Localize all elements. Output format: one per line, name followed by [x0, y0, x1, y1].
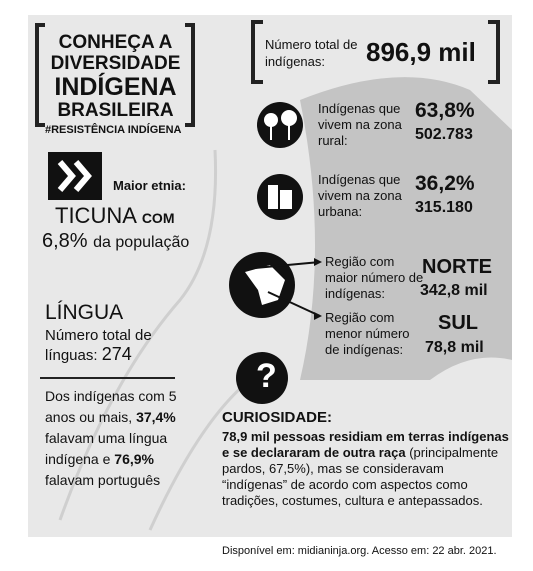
language-text: Dos indígenas com 5 anos ou mais, 37,4% …	[45, 386, 185, 491]
title-line: CONHEÇA A	[58, 32, 173, 53]
text: falavam português	[45, 472, 161, 488]
share-text: da população	[93, 234, 190, 251]
urban-label: Indígenas que vivem na zona urbana:	[318, 172, 402, 219]
count-line: línguas: 274	[45, 345, 152, 365]
title-line: INDÍGENA	[54, 73, 177, 101]
text: Dos indígenas com 5 anos ou mais,	[45, 388, 177, 425]
pct: 76,9%	[114, 451, 154, 467]
share-line: 6,8% da população	[42, 230, 189, 253]
count-label: Número total de	[45, 327, 152, 344]
text: (principalmente pardos, 67,5%), mas se c…	[222, 445, 499, 508]
region-max-name: NORTE	[422, 256, 492, 278]
source: Disponível em: midianinja.org. Acesso em…	[222, 545, 497, 557]
curiosity-heading: CURIOSIDADE:	[222, 409, 333, 426]
total-value: 896,9 mil	[366, 37, 476, 67]
urban-count: 315.180	[415, 199, 473, 216]
title-line: DIVERSIDADE	[50, 53, 181, 74]
title-line: BRASILEIRA	[57, 100, 174, 121]
question-icon: ?	[256, 357, 277, 395]
pct: 37,4%	[136, 409, 176, 425]
language-heading: LÍNGUA	[45, 301, 124, 324]
bold-text: 78,9 mil pessoas residiam em terras indí…	[222, 429, 509, 460]
region-min-name: SUL	[438, 312, 478, 334]
region-min-value: 78,8 mil	[425, 339, 484, 356]
region-max-label: Região com maior número de indígenas:	[325, 254, 424, 301]
count: 274	[101, 344, 132, 364]
ethnicity-label: Maior etnia:	[113, 178, 186, 193]
rural-label: Indígenas que vivem na zona rural:	[318, 101, 402, 148]
count-label: línguas:	[45, 347, 98, 364]
rural-pct: 63,8%	[415, 99, 475, 122]
rural-count: 502.783	[415, 126, 473, 143]
curiosity-text: 78,9 mil pessoas residiam em terras indí…	[222, 429, 512, 509]
share: 6,8%	[42, 230, 88, 252]
ethnicity-name: TICUNA	[55, 203, 136, 228]
ethnicity-line: TICUNA COM	[55, 203, 174, 229]
urban-pct: 36,2%	[415, 172, 475, 195]
title: CONHEÇA A DIVERSIDADE INDÍGENA BRASILEIR…	[38, 32, 193, 121]
hashtag: #RESISTÊNCIA INDÍGENA	[45, 124, 182, 136]
language-count: Número total de línguas: 274	[45, 326, 152, 365]
text: falavam uma língua indígena e	[45, 430, 168, 467]
region-min-label: Região com menor número de indígenas:	[325, 310, 410, 357]
total-label: Número total de indígenas:	[265, 37, 358, 69]
region-max-value: 342,8 mil	[420, 282, 488, 299]
connector: COM	[141, 210, 175, 226]
